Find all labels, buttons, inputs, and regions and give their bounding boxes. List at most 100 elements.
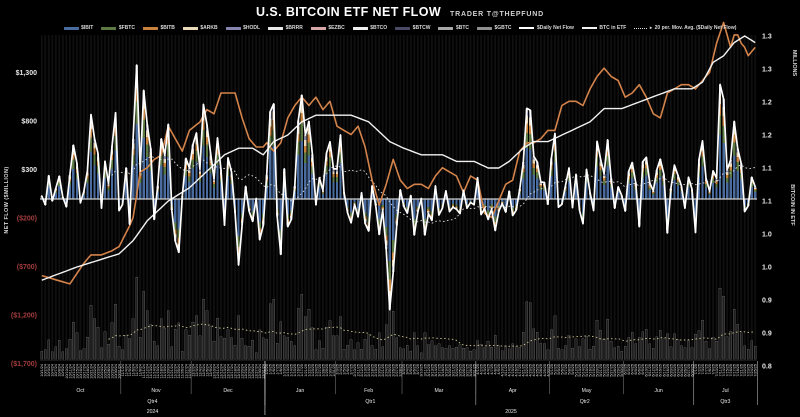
flow-bar-segment bbox=[167, 144, 170, 158]
right-axis-tick-label: 0.9 bbox=[762, 297, 772, 304]
flow-bar-segment bbox=[455, 207, 458, 209]
flow-bar-segment bbox=[539, 184, 542, 187]
flow-bar-segment bbox=[72, 159, 75, 169]
date-tick-label: 11/11/24 bbox=[142, 364, 146, 378]
date-tick-label: 3/17/25 bbox=[437, 364, 441, 377]
flow-bar-segment bbox=[307, 134, 311, 143]
date-tick-label: 5/28/25 bbox=[613, 364, 617, 377]
date-tick-label: 3/14/25 bbox=[434, 364, 438, 377]
flow-bar-segment bbox=[740, 173, 743, 180]
flow-bar-segment bbox=[469, 200, 472, 202]
flow-bar-segment bbox=[68, 181, 72, 186]
date-tick-label: 5/5/25 bbox=[557, 364, 561, 375]
flow-bar-segment bbox=[673, 174, 676, 180]
flow-bar-segment bbox=[107, 187, 110, 191]
flow-bar-segment bbox=[307, 127, 311, 135]
flow-bar-segment bbox=[462, 194, 465, 199]
flow-bar-segment bbox=[694, 199, 697, 218]
flow-bar-segment bbox=[733, 142, 736, 156]
legend-item: $EZBC bbox=[310, 25, 345, 31]
date-tick-label: 6/13/25 bbox=[655, 364, 659, 377]
date-tick-label: 3/10/25 bbox=[420, 364, 424, 377]
flow-bar-segment bbox=[476, 187, 479, 199]
flow-bar-segment bbox=[648, 185, 651, 188]
flow-bar-segment bbox=[258, 221, 261, 229]
right-axis-tick-label: 0.8 bbox=[762, 363, 772, 370]
date-tick-label: 2/14/25 bbox=[367, 364, 371, 377]
flow-bar-segment bbox=[191, 153, 195, 160]
date-tick-label: 10/25/24 bbox=[103, 364, 107, 379]
flow-bar-segment bbox=[631, 172, 634, 179]
flow-bar-segment bbox=[146, 137, 149, 145]
month-label: Mar bbox=[434, 388, 443, 394]
flow-bar-segment bbox=[58, 182, 61, 187]
flow-bar-segment bbox=[290, 199, 293, 211]
flow-bar-segment bbox=[163, 174, 166, 199]
flow-bar-segment bbox=[202, 129, 205, 147]
flow-bar-segment bbox=[631, 168, 634, 173]
left-axis-tick-label: ($1,700) bbox=[11, 361, 37, 368]
right-axis-title-btc-in-etf: BITCOIN IN ETF bbox=[789, 184, 795, 226]
flow-bar-segment bbox=[332, 169, 335, 172]
flow-bar-segment bbox=[490, 206, 493, 208]
flow-bar-segment bbox=[483, 207, 486, 208]
date-tick-label: 7/23/25 bbox=[747, 364, 751, 377]
flow-bar-segment bbox=[715, 179, 718, 182]
flow-bar-segment bbox=[332, 177, 335, 183]
flow-bar-segment bbox=[729, 177, 732, 199]
flow-bar-segment bbox=[300, 140, 303, 199]
flow-bar-segment bbox=[47, 182, 50, 186]
flow-bar-segment bbox=[451, 205, 455, 207]
flow-bar-segment bbox=[339, 145, 342, 153]
flow-bar-segment bbox=[332, 174, 335, 178]
flow-bar-segment bbox=[645, 164, 648, 169]
left-axis-tick-label: ($1,200) bbox=[11, 313, 37, 320]
legend-item: $BRRR bbox=[268, 25, 303, 31]
flow-bar-segment bbox=[648, 187, 651, 191]
date-tick-label: 10/15/24 bbox=[75, 364, 79, 379]
date-tick-label: 11/29/24 bbox=[188, 364, 192, 379]
flow-bar-segment bbox=[455, 204, 458, 207]
flow-bar-segment bbox=[198, 182, 202, 199]
right-axis-tick-label: 1.0 bbox=[762, 264, 772, 271]
flow-bar-segment bbox=[205, 157, 209, 199]
date-tick-label: 2/11/25 bbox=[356, 364, 360, 376]
legend-item: BTC in ETF bbox=[581, 25, 626, 31]
flow-bar-segment bbox=[441, 199, 444, 205]
flow-bar-segment bbox=[469, 199, 472, 201]
flow-bar-segment bbox=[437, 199, 441, 208]
flow-bar-segment bbox=[708, 191, 711, 193]
dotted-line-swatch-icon bbox=[634, 27, 648, 29]
flow-bar-segment bbox=[131, 155, 135, 166]
flow-bar-segment bbox=[427, 209, 430, 212]
flow-bar-segment bbox=[486, 199, 490, 211]
flow-bar-segment bbox=[701, 156, 704, 167]
date-tick-label: 2/20/25 bbox=[378, 364, 382, 377]
flow-bar-segment bbox=[311, 166, 314, 175]
flow-bar-segment bbox=[701, 150, 704, 157]
flow-bar-segment bbox=[93, 165, 96, 199]
date-tick-label: 2/21/25 bbox=[381, 364, 385, 377]
quarter-label: Qtr1 bbox=[365, 399, 375, 405]
date-tick-label: 3/21/25 bbox=[451, 364, 455, 377]
flow-bar-segment bbox=[332, 171, 335, 175]
flow-bar-segment bbox=[212, 187, 216, 199]
bar-swatch-icon bbox=[352, 26, 368, 30]
flow-bar-segment bbox=[427, 199, 430, 208]
flow-bar-segment bbox=[205, 144, 209, 158]
bar-swatch-icon bbox=[225, 26, 241, 30]
flow-bar-segment bbox=[293, 191, 296, 199]
flow-bar-segment bbox=[195, 144, 198, 151]
flow-bar-segment bbox=[553, 151, 557, 163]
flow-bar-segment bbox=[198, 177, 202, 183]
date-tick-label: 10/11/24 bbox=[68, 364, 72, 379]
date-tick-label: 4/3/25 bbox=[483, 364, 487, 375]
flow-bar-segment bbox=[539, 186, 542, 190]
date-tick-label: 7/18/25 bbox=[736, 364, 740, 377]
date-tick-label: 3/28/25 bbox=[469, 364, 473, 377]
flow-bar-segment bbox=[89, 137, 93, 152]
flow-bar-segment bbox=[525, 123, 528, 133]
date-tick-label: 4/4/25 bbox=[487, 364, 491, 375]
date-tick-label: 5/20/25 bbox=[595, 364, 599, 377]
flow-bar-segment bbox=[659, 165, 662, 170]
